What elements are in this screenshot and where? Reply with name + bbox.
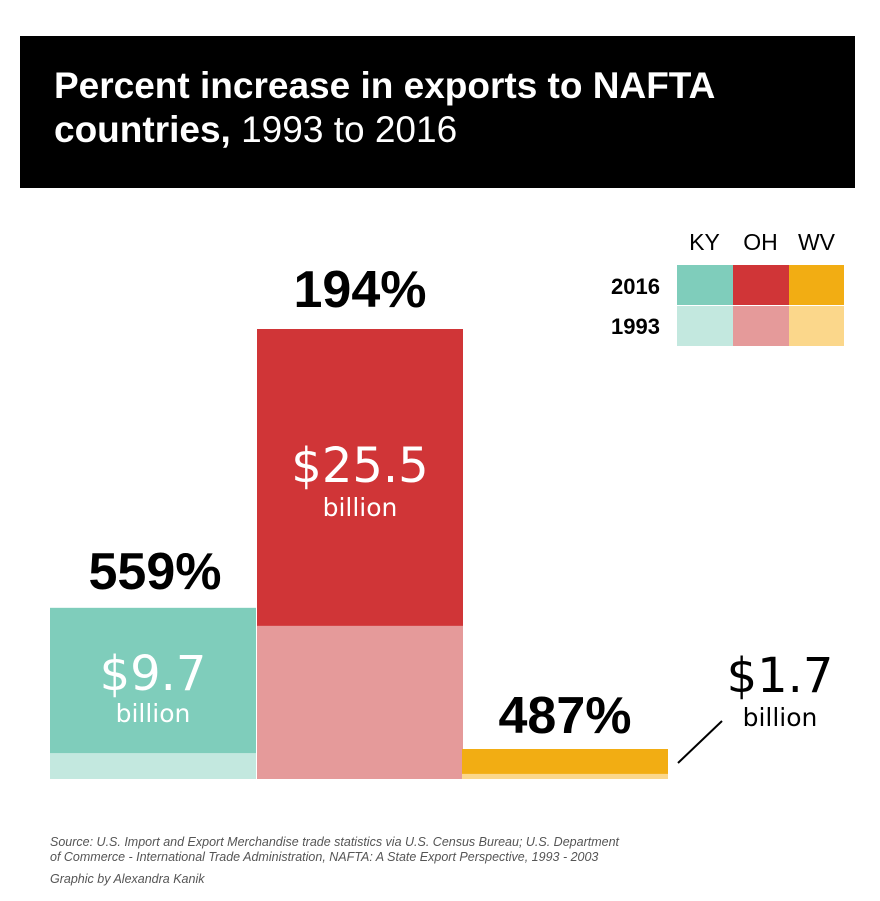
bar-wv-1993 [462,773,668,779]
chart-title-bold-part: countries, [54,109,231,150]
legend-swatch-oh-1993 [733,306,789,346]
title-banner: Percent increase in exports to NAFTA cou… [20,36,855,188]
legend-swatch-wv-1993 [789,306,844,346]
value-label-ky: $9.7 [100,646,207,702]
bars-group [50,329,668,779]
graphic-credit: Graphic by Alexandra Kanik [50,872,205,886]
legend-swatch-ky-1993 [677,306,733,346]
chart-title-line-1: Percent increase in exports to NAFTA [54,65,716,106]
value-label-oh: $25.5 [291,438,428,494]
bar-ky-1993 [50,753,256,779]
value-label-wv: $1.7 [727,648,834,704]
chart-title-line-2: countries, 1993 to 2016 [54,108,457,152]
source-line-1: Source: U.S. Import and Export Merchandi… [50,835,619,849]
bar-ky-2016 [50,607,256,779]
bar-oh-1993 [257,625,463,779]
unit-label-wv: billion [743,703,818,732]
pct-increase-wv: 487% [499,687,632,745]
legend-swatch-wv-2016 [789,265,844,305]
legend-header-oh: OH [743,229,778,255]
pct-increase-ky: 559% [89,543,222,601]
source-note: Source: U.S. Import and Export Merchandi… [50,835,770,865]
labels-group: 559%194%487%$9.7billion$25.5billion$1.7b… [89,261,834,764]
legend-swatch-oh-2016 [733,265,789,305]
legend-header-wv: WV [798,229,836,255]
unit-label-ky: billion [116,699,191,728]
callout-line-wv [677,720,723,764]
legend-group: KY OH WV 2016 1993 [611,229,844,346]
pct-increase-oh: 194% [294,261,427,319]
legend-year-1993: 1993 [611,314,660,339]
legend-header-ky: KY [689,229,720,255]
legend-swatch-ky-2016 [677,265,733,305]
chart-title-years: 1993 to 2016 [230,109,458,150]
source-line-2: of Commerce - International Trade Admini… [50,850,599,864]
unit-label-oh: billion [323,493,398,522]
legend-year-2016: 2016 [611,274,660,299]
